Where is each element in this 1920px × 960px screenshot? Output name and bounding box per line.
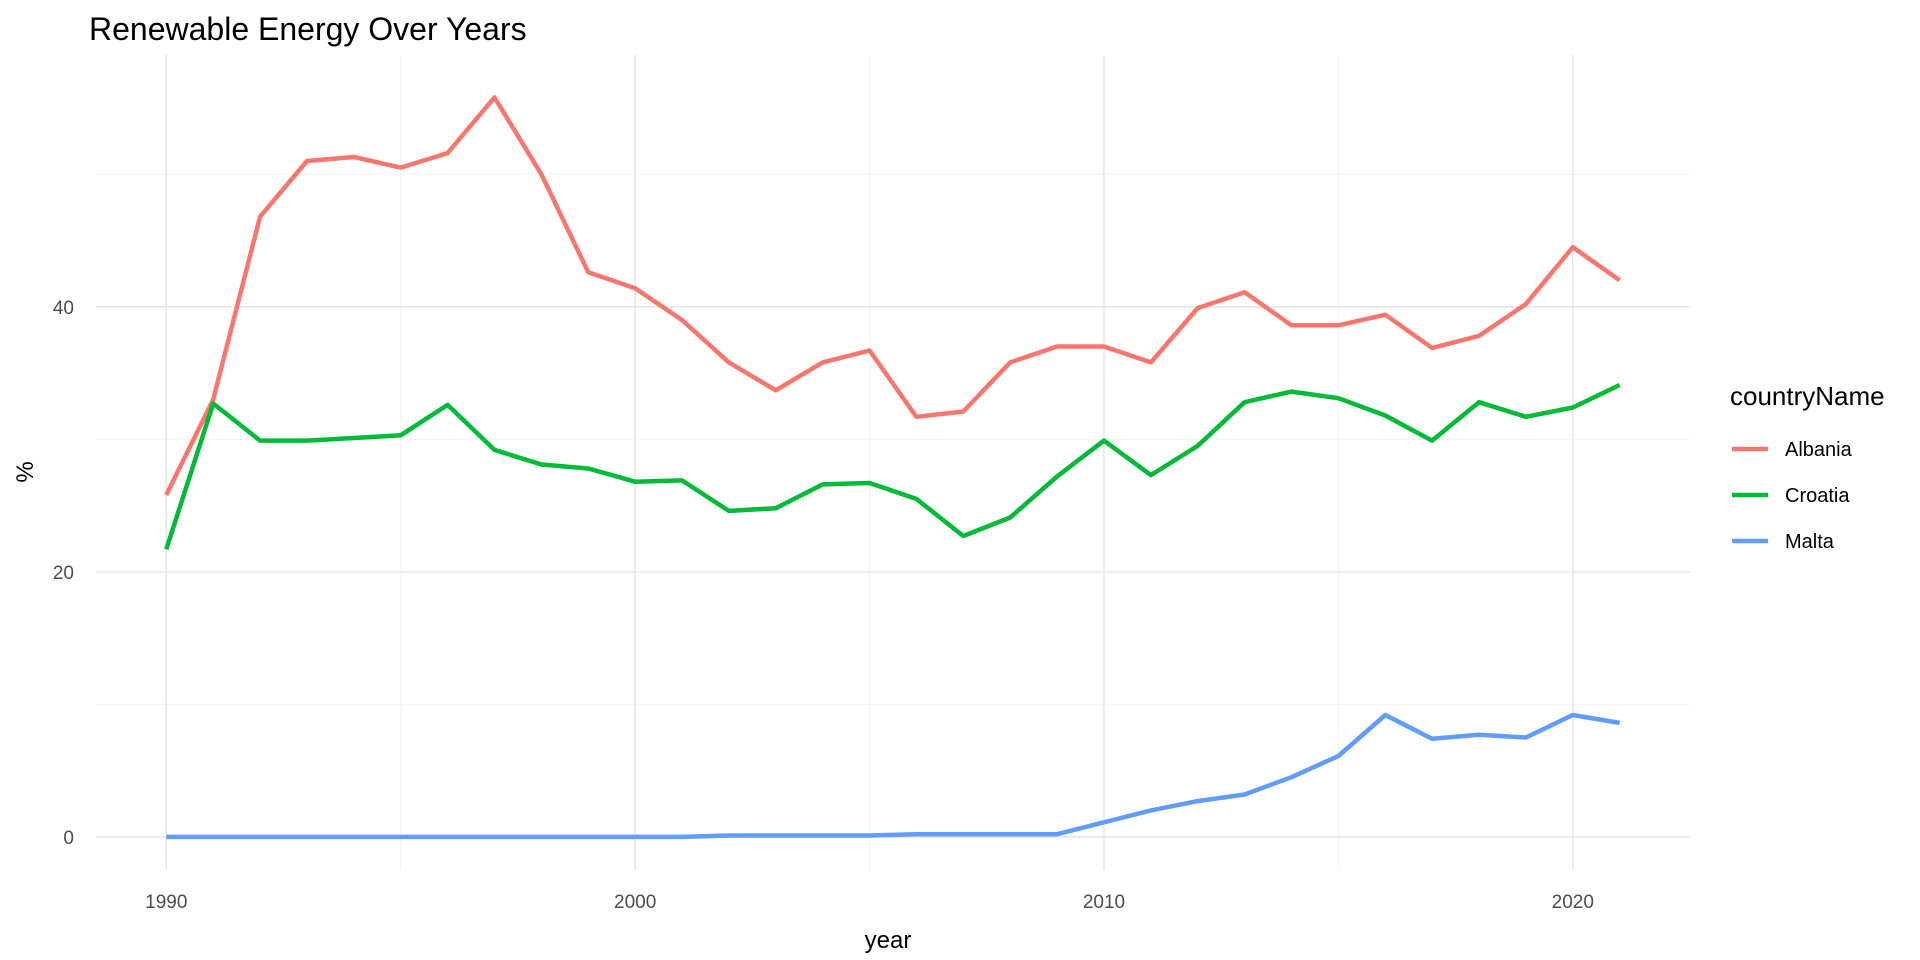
y-axis-title: % (12, 461, 39, 482)
series-line-croatia (164, 382, 1621, 550)
chart-title: Renewable Energy Over Years (89, 11, 527, 47)
series-line-albania (164, 95, 1621, 496)
y-tick-label: 20 (53, 563, 74, 584)
legend-label-malta: Malta (1785, 531, 1835, 553)
series-line-malta (166, 712, 1621, 840)
x-tick-label: 2020 (1552, 892, 1594, 913)
legend-items: Albania Croatia Malta (1732, 439, 1853, 553)
x-tick-label: 2000 (614, 892, 656, 913)
legend-label-croatia: Croatia (1785, 485, 1850, 507)
y-tick-label: 0 (63, 828, 74, 849)
y-tick-label: 40 (53, 298, 74, 319)
x-tick-label: 1990 (145, 892, 187, 913)
y-axis-ticks: 0 20 40 (53, 298, 74, 849)
major-grid (96, 55, 1690, 870)
x-axis-title: year (865, 927, 912, 954)
legend: countryName Albania Croatia Malta (1730, 381, 1885, 553)
minor-grid (96, 55, 1690, 870)
series-lines (164, 95, 1621, 840)
x-axis-ticks: 1990 2000 2010 2020 (145, 892, 1594, 913)
legend-label-albania: Albania (1785, 439, 1853, 461)
legend-title: countryName (1730, 381, 1885, 411)
x-tick-label: 2010 (1083, 892, 1125, 913)
